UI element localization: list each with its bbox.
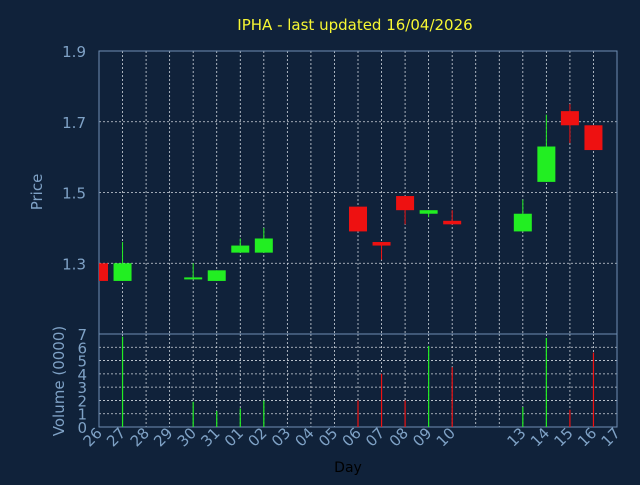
- candle-body-27: [113, 263, 132, 281]
- candle-body-15: [560, 111, 579, 126]
- volume-tick-label: 5: [77, 353, 87, 371]
- price-tick-label: 1.9: [62, 43, 86, 61]
- candle-body-13: [513, 213, 532, 232]
- candle-body-02: [254, 238, 273, 253]
- volume-tick-label: 0: [77, 419, 87, 437]
- candle-body-26: [99, 263, 108, 281]
- price-tick-label: 1.7: [62, 114, 86, 132]
- price-tick-label: 1.5: [62, 185, 86, 203]
- candle-body-09: [419, 210, 438, 214]
- candle-body-10: [443, 220, 462, 225]
- candle-body-14: [537, 146, 556, 182]
- price-axis-label: Price: [28, 174, 46, 211]
- candle-body-31: [207, 270, 226, 281]
- volume-tick-label: 6: [77, 339, 87, 357]
- price-panel: 1.3 1.5 1.7 1.9: [62, 43, 618, 335]
- candle-body-30: [184, 277, 203, 280]
- volume-tick-label: 7: [77, 326, 87, 344]
- x-axis-label: Day: [334, 460, 362, 476]
- candle-body-01: [231, 245, 250, 253]
- volume-tick-label: 4: [77, 366, 87, 384]
- volume-tick-label: 2: [77, 392, 87, 410]
- volume-tick-label: 3: [77, 379, 87, 397]
- candle-body-07: [372, 242, 391, 246]
- candle-body-08: [396, 196, 415, 211]
- chart-title: IPHA - last updated 16/04/2026: [237, 16, 472, 34]
- volume-axis-label: Volume (0000): [50, 326, 68, 436]
- candle-body-06: [349, 206, 367, 232]
- volume-tick-label: 1: [77, 406, 87, 424]
- price-tick-label: 1.3: [62, 255, 86, 273]
- candles-group: [99, 104, 603, 281]
- candle-body-16: [584, 125, 603, 151]
